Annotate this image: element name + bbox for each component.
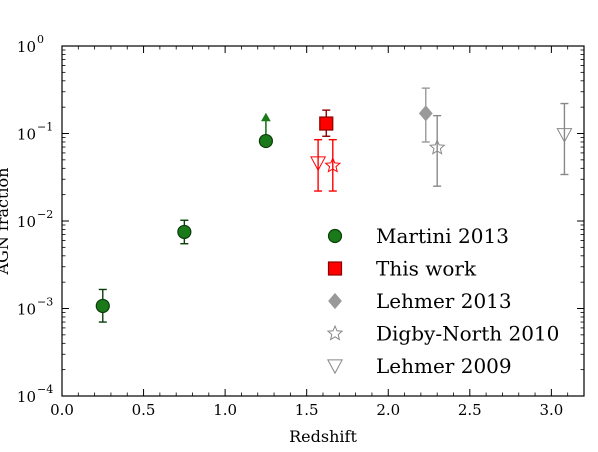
x-tick-label: 1.5 [295,401,319,419]
martini-2013-limit-arrow [261,112,271,122]
y-tick-label: 10 [17,388,36,406]
martini-2013-point [177,224,192,240]
y-tick-label: 10 [17,126,36,144]
x-tick-label: 2.5 [458,401,482,419]
legend: Martini 2013 This work Lehmer 2013 Digby-No… [326,224,559,378]
lehmer-2009-point [310,156,327,172]
this-work-point [319,116,334,131]
x-tick-label: 3.0 [539,401,563,419]
x-axis-label: Redshift [289,427,357,446]
y-tick-label: 10 [17,38,36,56]
y-tick-label: 10 [17,301,36,319]
legend-label-martini-2013: Martini 2013 [376,224,509,248]
legend-marker-martini-2013 [327,228,343,244]
y-tick-label: 10 [17,213,36,231]
y-tick-exponent: −1 [37,121,53,134]
y-tick-exponent: −4 [37,383,53,396]
legend-label-lehmer-2009: Lehmer 2009 [376,354,512,378]
x-tick-label: 1.0 [213,401,237,419]
digby-north-2010-point [428,138,446,155]
martini-2013-point [95,298,110,314]
y-tick-exponent: −2 [37,208,53,221]
y-tick-exponent: −3 [37,296,53,309]
martini-2013-point [258,133,274,149]
lehmer-2013-point [418,105,433,122]
legend-label-this-work: This work [376,257,477,281]
legend-marker-lehmer-2013 [328,292,342,310]
lehmer-2009-point [556,128,573,143]
legend-marker-lehmer-2009 [327,359,343,375]
legend-label-digby-north-2010: Digby-North 2010 [376,322,559,346]
digby-north-2010-point [324,156,342,173]
x-tick-label: 2.0 [376,401,400,419]
data-markers [95,87,573,323]
legend-label-lehmer-2013: Lehmer 2013 [376,289,512,313]
x-tick-label: 0.0 [50,401,74,419]
y-tick-exponent: 0 [37,33,44,46]
legend-marker-this-work [327,261,343,276]
legend-marker-digby-north-2010 [326,324,344,341]
x-tick-label: 0.5 [132,401,156,419]
y-axis-label: AGN fraction [0,168,12,276]
